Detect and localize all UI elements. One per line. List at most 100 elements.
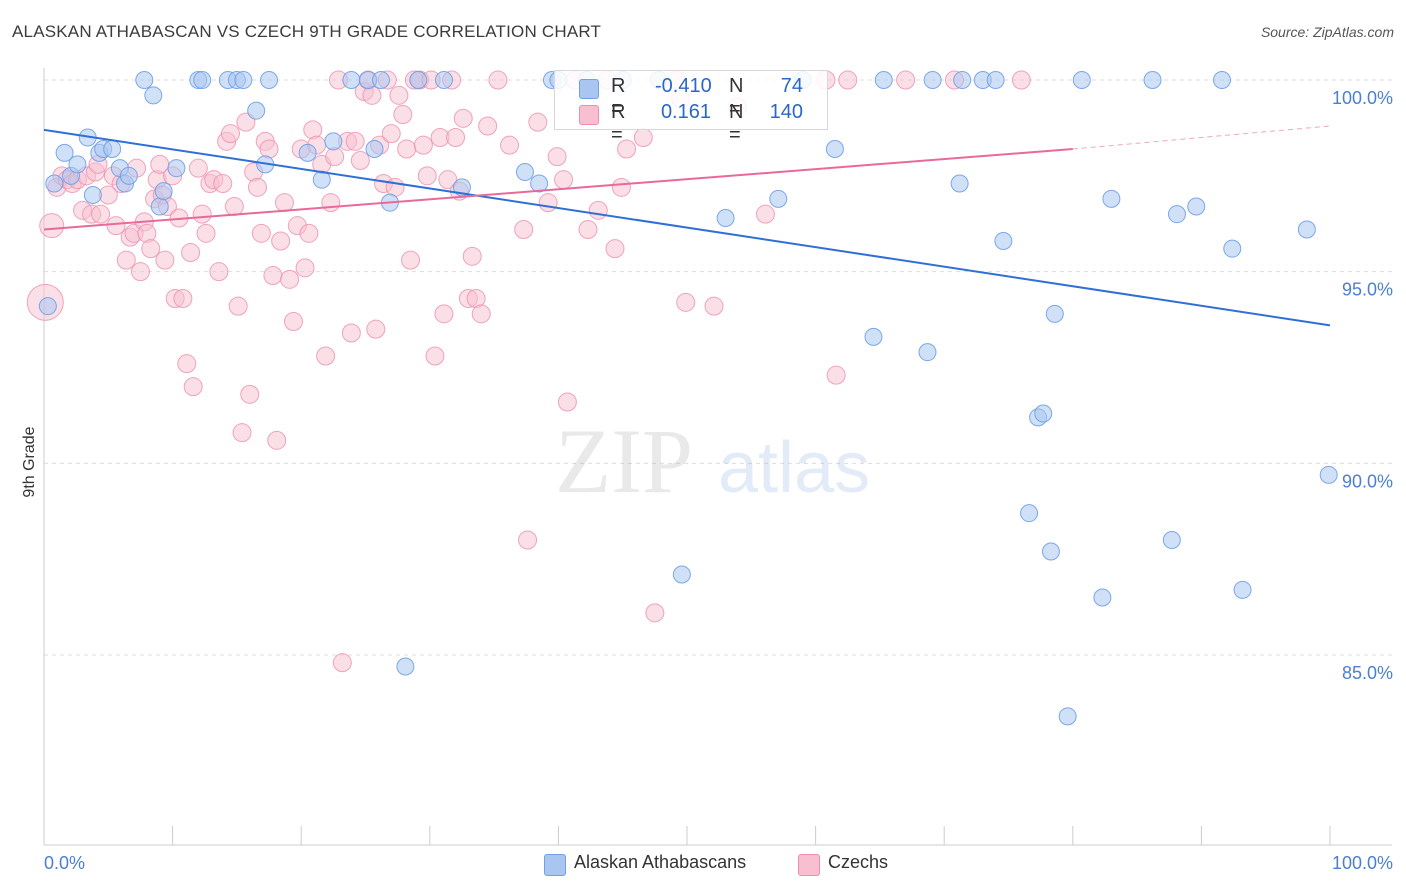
athabascan-point <box>298 143 317 162</box>
series-swatch-pink <box>798 854 820 876</box>
czech-point <box>514 220 534 239</box>
czech-point <box>316 346 336 366</box>
athabascan-point <box>167 159 186 178</box>
czech-point <box>240 384 260 404</box>
czech-point <box>896 70 916 90</box>
czech-point <box>617 139 637 159</box>
athabascan-point <box>1034 404 1053 423</box>
czech-point <box>755 204 775 224</box>
athabascan-point <box>1072 71 1091 89</box>
athabascan-point <box>1319 465 1338 484</box>
czech-point <box>232 423 252 443</box>
athabascan-point <box>324 132 343 151</box>
czech-point <box>425 346 445 366</box>
czech-point <box>611 177 631 197</box>
legend-r-value: 0.161 <box>660 101 711 123</box>
athabascan-point <box>1167 205 1186 224</box>
athabascan-point <box>247 101 266 120</box>
czech-point <box>224 197 244 216</box>
czech-point <box>500 135 520 155</box>
athabascan-point <box>530 174 549 193</box>
athabascan-point <box>874 71 893 89</box>
trend-lines <box>43 125 1331 327</box>
legend-n-label: N = <box>729 101 744 146</box>
legend-r-value: -0.410 <box>655 75 712 97</box>
czech-point <box>350 151 370 170</box>
czech-point <box>413 135 433 155</box>
x-tick-label: 100.0% <box>1332 853 1393 873</box>
czech-point <box>538 193 558 213</box>
athabascan-point <box>1212 71 1231 89</box>
czech-point <box>251 223 271 243</box>
czech-point <box>397 139 417 159</box>
y-tick-label: 100.0% <box>1332 88 1393 108</box>
czech-point <box>188 158 208 178</box>
czech-point <box>838 70 858 90</box>
athabascan-point <box>825 140 844 158</box>
czech-point <box>236 112 256 132</box>
czech-point <box>247 177 267 197</box>
athabascan-point <box>371 71 390 89</box>
czech-trend-line <box>43 148 1073 231</box>
czech-point <box>389 85 409 105</box>
axes <box>43 68 1392 846</box>
y-axis-label: 9th Grade <box>21 426 38 497</box>
athabascan-point <box>434 71 453 89</box>
athabascan-point <box>55 143 74 162</box>
czech-point <box>332 653 352 673</box>
czech-point <box>488 70 508 90</box>
athabascan-point <box>135 71 154 89</box>
czech-point <box>1011 70 1031 90</box>
czech-point <box>478 116 498 136</box>
legend-r-label: R = <box>611 101 626 146</box>
czech-point <box>605 239 625 259</box>
athabascan-point <box>154 182 173 201</box>
y-tick-label: 85.0% <box>1342 663 1393 683</box>
czech-point <box>393 105 413 124</box>
athabascan-point <box>260 71 279 89</box>
athabascan-point <box>1102 189 1121 208</box>
athabascan-point <box>953 71 972 89</box>
athabascan-point <box>68 155 87 174</box>
y-tick-label: 95.0% <box>1342 280 1393 300</box>
czech-point <box>676 292 696 312</box>
czech-point <box>209 262 229 282</box>
czech-point <box>91 204 111 224</box>
czech-point <box>295 258 315 278</box>
athabascan-point <box>1297 220 1316 239</box>
source-label: Source: ZipAtlas.com <box>1260 24 1394 40</box>
czech-point <box>633 128 653 147</box>
watermark-zip: ZIP <box>555 410 693 512</box>
athabascan-point <box>1143 71 1162 89</box>
legend-n-value: 74 <box>780 75 803 97</box>
czech-point <box>181 243 201 262</box>
czech-point <box>283 312 303 331</box>
czech-point <box>39 213 65 239</box>
legend-swatch-blue <box>579 79 599 99</box>
czech-point <box>155 250 175 270</box>
czech-point <box>341 323 361 343</box>
czech-point <box>141 239 161 259</box>
athabascan-point <box>38 297 57 316</box>
czech-trend-extension <box>1072 125 1331 150</box>
athabascan-point <box>769 189 788 208</box>
czech-point <box>554 170 574 190</box>
athabascan-point <box>45 174 64 193</box>
athabascan-point <box>365 140 384 158</box>
athabascan-point <box>1233 580 1252 599</box>
czech-point <box>173 289 193 308</box>
athabascan-point <box>193 71 212 89</box>
athabascan-point <box>923 71 942 89</box>
series-label: Czechs <box>828 852 889 872</box>
series-swatch-blue <box>544 854 566 876</box>
athabascan-point <box>342 71 361 89</box>
czech-point <box>417 166 437 186</box>
czech-point <box>518 530 538 550</box>
czech-point <box>192 204 212 224</box>
czech-point <box>547 147 567 167</box>
czech-point <box>267 430 287 450</box>
czech-point <box>462 246 482 266</box>
correlation-legend: R = -0.410 N = 74 R = 0.161 N = 140 <box>554 70 828 146</box>
watermark-atlas: atlas <box>718 428 870 508</box>
czech-point <box>446 128 466 147</box>
